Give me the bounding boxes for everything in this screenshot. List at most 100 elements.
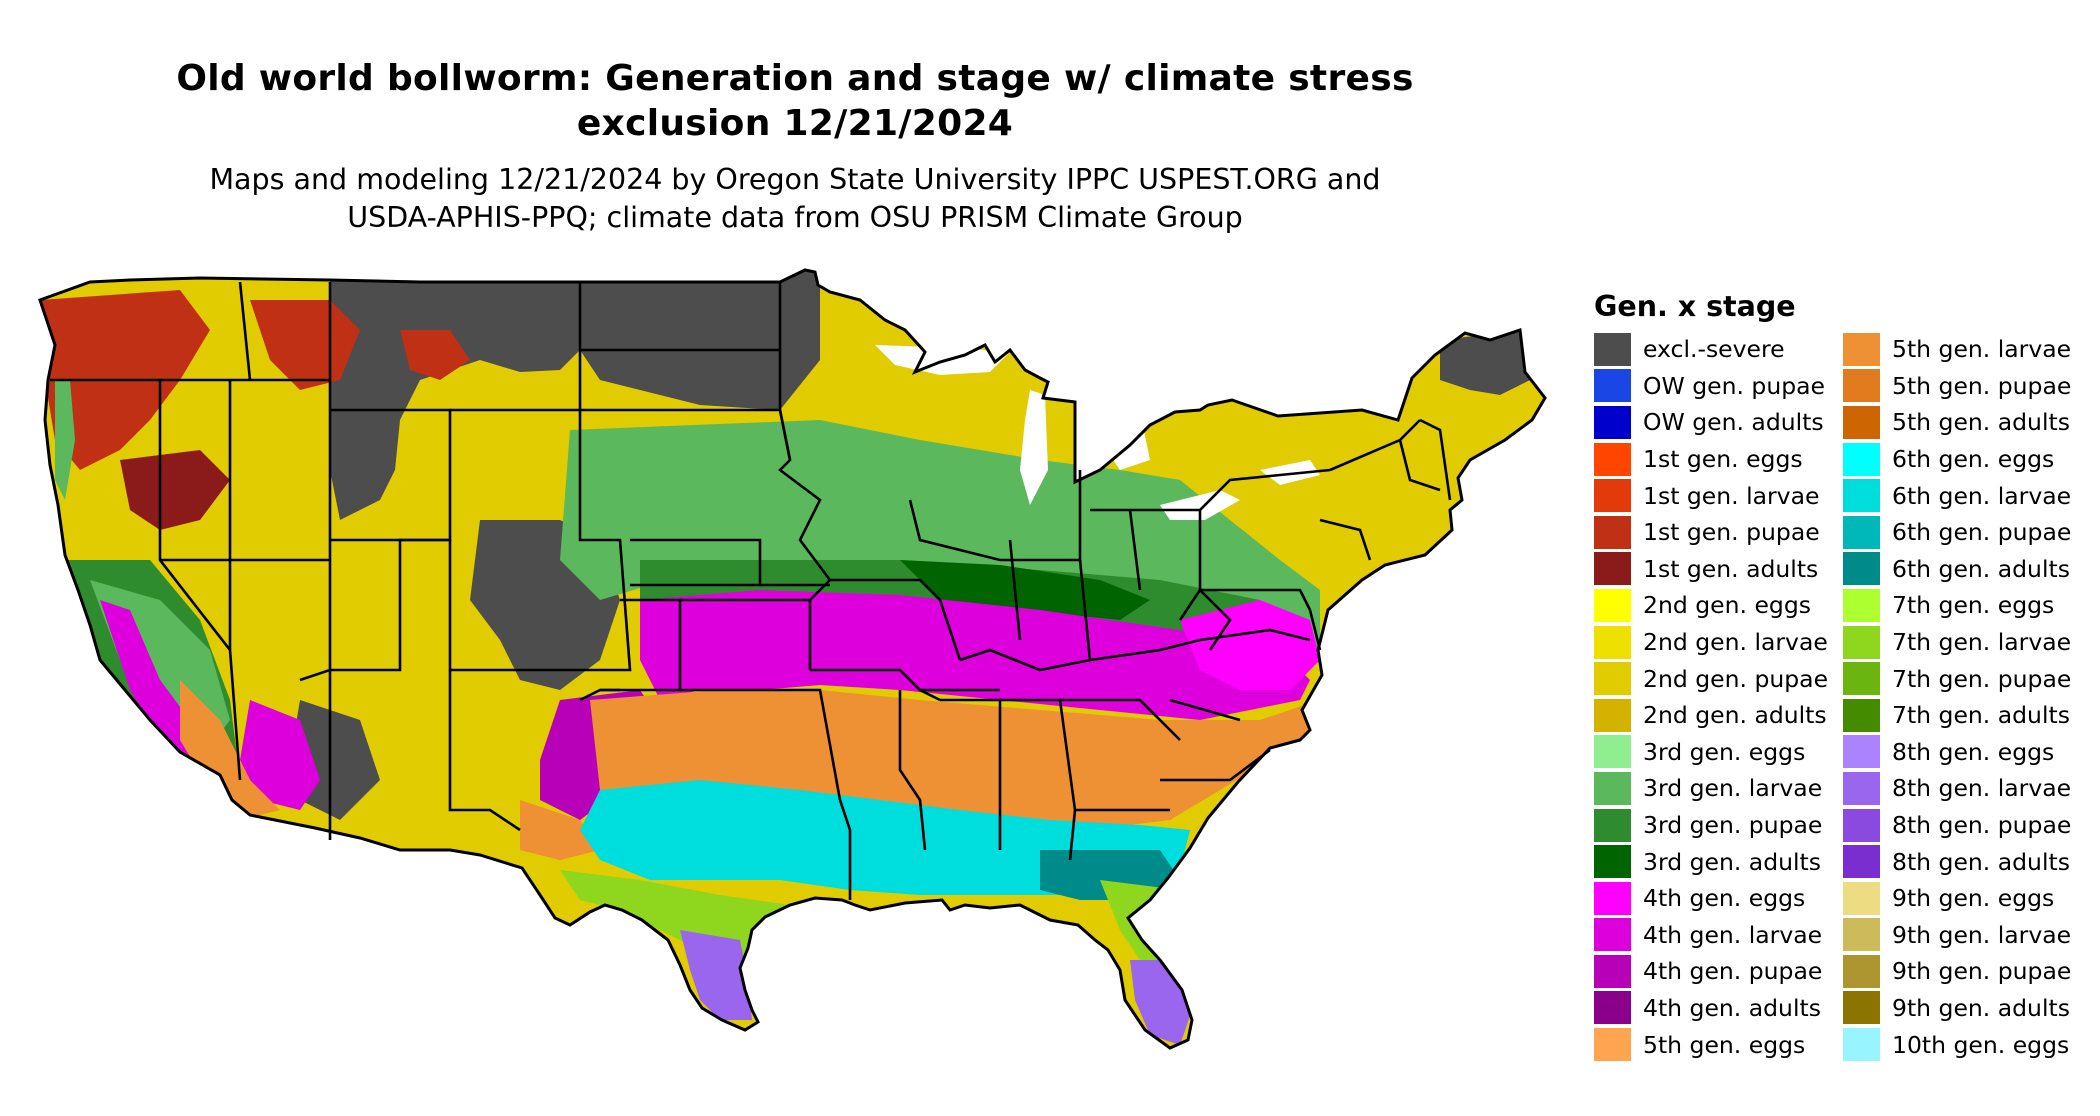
legend-swatch bbox=[1594, 625, 1631, 659]
legend-label: 7th gen. adults bbox=[1892, 701, 2070, 730]
legend-title: Gen. x stage bbox=[1594, 290, 1796, 323]
legend-swatch bbox=[1843, 1028, 1880, 1062]
legend-swatch bbox=[1843, 625, 1880, 659]
legend-label: 5th gen. eggs bbox=[1643, 1030, 1806, 1059]
legend-label: 3rd gen. larvae bbox=[1643, 774, 1823, 803]
legend-item: excl.-severe bbox=[1594, 331, 1828, 368]
legend-swatch bbox=[1594, 405, 1631, 439]
legend-swatch bbox=[1594, 588, 1631, 622]
legend-label: 8th gen. adults bbox=[1892, 847, 2070, 876]
legend-item: 4th gen. eggs bbox=[1594, 880, 1828, 917]
legend-label: 7th gen. pupae bbox=[1892, 664, 2072, 693]
map-title-line2: exclusion 12/21/2024 bbox=[576, 103, 1014, 144]
legend-item: 1st gen. pupae bbox=[1594, 514, 1828, 551]
legend-swatch bbox=[1594, 369, 1631, 403]
legend-item: 3rd gen. pupae bbox=[1594, 807, 1828, 844]
legend-item: 8th gen. adults bbox=[1843, 843, 2071, 880]
legend-label: 4th gen. larvae bbox=[1643, 920, 1823, 949]
legend-swatch bbox=[1843, 552, 1880, 586]
legend-item: 7th gen. larvae bbox=[1843, 624, 2071, 661]
legend-label: 5th gen. pupae bbox=[1892, 371, 2072, 400]
legend-item: 1st gen. adults bbox=[1594, 551, 1828, 588]
legend-label: 2nd gen. adults bbox=[1643, 701, 1827, 730]
map-title-line1: Old world bollworm: Generation and stage… bbox=[176, 58, 1414, 99]
legend-column-2: 5th gen. larvae 5th gen. pupae 5th gen. ad… bbox=[1843, 331, 2071, 1063]
legend-label: 8th gen. larvae bbox=[1892, 774, 2072, 803]
legend-swatch bbox=[1594, 771, 1631, 805]
legend-label: 2nd gen. larvae bbox=[1643, 628, 1828, 657]
legend-swatch bbox=[1843, 479, 1880, 513]
legend-item: 5th gen. pupae bbox=[1843, 368, 2071, 405]
legend-column-1: excl.-severe OW gen. pupae OW gen. adults 1… bbox=[1594, 331, 1828, 1063]
legend-label: excl.-severe bbox=[1643, 335, 1785, 364]
legend-item: 9th gen. adults bbox=[1843, 990, 2071, 1027]
legend-item: 9th gen. eggs bbox=[1843, 880, 2071, 917]
legend-label: 7th gen. larvae bbox=[1892, 628, 2072, 657]
legend-swatch bbox=[1843, 881, 1880, 915]
legend-label: 1st gen. pupae bbox=[1643, 518, 1820, 547]
legend-item: 2nd gen. pupae bbox=[1594, 660, 1828, 697]
legend-swatch bbox=[1843, 918, 1880, 952]
legend-swatch bbox=[1843, 771, 1880, 805]
legend-label: 8th gen. eggs bbox=[1892, 737, 2055, 766]
legend-swatch bbox=[1843, 405, 1880, 439]
map-title: Old world bollworm: Generation and stage… bbox=[110, 56, 1480, 146]
legend-swatch bbox=[1594, 735, 1631, 769]
legend-item: 6th gen. larvae bbox=[1843, 477, 2071, 514]
legend-item: 2nd gen. larvae bbox=[1594, 624, 1828, 661]
legend-label: 4th gen. adults bbox=[1643, 993, 1821, 1022]
legend-label: 5th gen. larvae bbox=[1892, 335, 2072, 364]
legend-label: 9th gen. pupae bbox=[1892, 957, 2072, 986]
map-subtitle: Maps and modeling 12/21/2024 by Oregon S… bbox=[110, 161, 1480, 237]
legend-item: 3rd gen. larvae bbox=[1594, 770, 1828, 807]
legend-item: 10th gen. eggs bbox=[1843, 1026, 2071, 1063]
legend-swatch bbox=[1843, 442, 1880, 476]
legend-item: 9th gen. pupae bbox=[1843, 953, 2071, 990]
legend-item: 8th gen. eggs bbox=[1843, 734, 2071, 771]
legend-item: 1st gen. larvae bbox=[1594, 477, 1828, 514]
legend-label: 1st gen. adults bbox=[1643, 554, 1819, 583]
legend-swatch bbox=[1594, 662, 1631, 696]
legend-item: 4th gen. adults bbox=[1594, 990, 1828, 1027]
legend-swatch bbox=[1594, 991, 1631, 1025]
legend-item: 7th gen. pupae bbox=[1843, 660, 2071, 697]
legend-label: 2nd gen. eggs bbox=[1643, 591, 1811, 620]
legend-item: 5th gen. eggs bbox=[1594, 1026, 1828, 1063]
legend-item: 3rd gen. eggs bbox=[1594, 734, 1828, 771]
legend-label: 2nd gen. pupae bbox=[1643, 664, 1829, 693]
legend-item: OW gen. pupae bbox=[1594, 368, 1828, 405]
map-subtitle-line2: USDA-APHIS-PPQ; climate data from OSU PR… bbox=[347, 201, 1243, 234]
legend-swatch bbox=[1843, 808, 1880, 842]
legend-item: 5th gen. adults bbox=[1843, 404, 2071, 441]
legend-label: 9th gen. adults bbox=[1892, 993, 2070, 1022]
legend-swatch bbox=[1843, 662, 1880, 696]
legend-swatch bbox=[1843, 515, 1880, 549]
legend-item: 4th gen. larvae bbox=[1594, 917, 1828, 954]
legend-swatch bbox=[1843, 588, 1880, 622]
legend-item: 9th gen. larvae bbox=[1843, 917, 2071, 954]
legend-label: 8th gen. pupae bbox=[1892, 811, 2072, 840]
legend-item: 2nd gen. eggs bbox=[1594, 587, 1828, 624]
legend-swatch bbox=[1594, 332, 1631, 366]
legend-swatch bbox=[1594, 845, 1631, 879]
legend-label: 10th gen. eggs bbox=[1892, 1030, 2070, 1059]
legend-item: OW gen. adults bbox=[1594, 404, 1828, 441]
legend-item: 4th gen. pupae bbox=[1594, 953, 1828, 990]
legend-label: 3rd gen. pupae bbox=[1643, 811, 1823, 840]
legend-swatch bbox=[1594, 552, 1631, 586]
legend-swatch bbox=[1843, 991, 1880, 1025]
legend-label: 4th gen. pupae bbox=[1643, 957, 1823, 986]
legend-label: 6th gen. adults bbox=[1892, 554, 2070, 583]
legend-item: 1st gen. eggs bbox=[1594, 441, 1828, 478]
legend-item: 6th gen. eggs bbox=[1843, 441, 2071, 478]
legend-item: 7th gen. adults bbox=[1843, 697, 2071, 734]
legend-swatch bbox=[1843, 332, 1880, 366]
legend-item: 3rd gen. adults bbox=[1594, 843, 1828, 880]
legend-item: 8th gen. larvae bbox=[1843, 770, 2071, 807]
legend-swatch bbox=[1843, 698, 1880, 732]
legend-swatch bbox=[1594, 442, 1631, 476]
legend-item: 6th gen. pupae bbox=[1843, 514, 2071, 551]
legend-swatch bbox=[1594, 698, 1631, 732]
legend-swatch bbox=[1594, 1028, 1631, 1062]
